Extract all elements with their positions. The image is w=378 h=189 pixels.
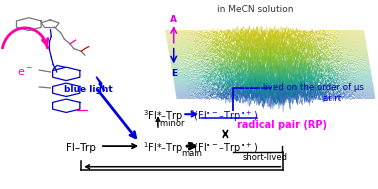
Text: $^3$(Fl$^{\bullet-}$–Trp$^{\bullet+}$): $^3$(Fl$^{\bullet-}$–Trp$^{\bullet+}$) bbox=[189, 108, 258, 124]
Text: Fl–Trp: Fl–Trp bbox=[66, 143, 96, 153]
Text: $^3$Fl*–Trp: $^3$Fl*–Trp bbox=[143, 108, 184, 124]
Text: short-lived: short-lived bbox=[242, 153, 287, 162]
Text: at rt: at rt bbox=[323, 94, 341, 103]
Polygon shape bbox=[96, 77, 104, 91]
Text: A: A bbox=[170, 15, 177, 24]
Text: ↑minor: ↑minor bbox=[153, 119, 184, 128]
Text: main: main bbox=[181, 149, 202, 158]
Text: e$^-$: e$^-$ bbox=[17, 66, 33, 77]
Text: lived on the order of μs: lived on the order of μs bbox=[263, 83, 364, 92]
Text: blue light: blue light bbox=[64, 85, 113, 94]
Text: E: E bbox=[170, 69, 177, 78]
Text: $^1$Fl*–Trp: $^1$Fl*–Trp bbox=[143, 140, 184, 156]
Text: in MeCN solution: in MeCN solution bbox=[217, 5, 294, 14]
Text: $^1$(Fl$^{\bullet-}$–Trp$^{\bullet+}$): $^1$(Fl$^{\bullet-}$–Trp$^{\bullet+}$) bbox=[189, 140, 258, 156]
Text: radical pair (RP): radical pair (RP) bbox=[237, 119, 327, 129]
